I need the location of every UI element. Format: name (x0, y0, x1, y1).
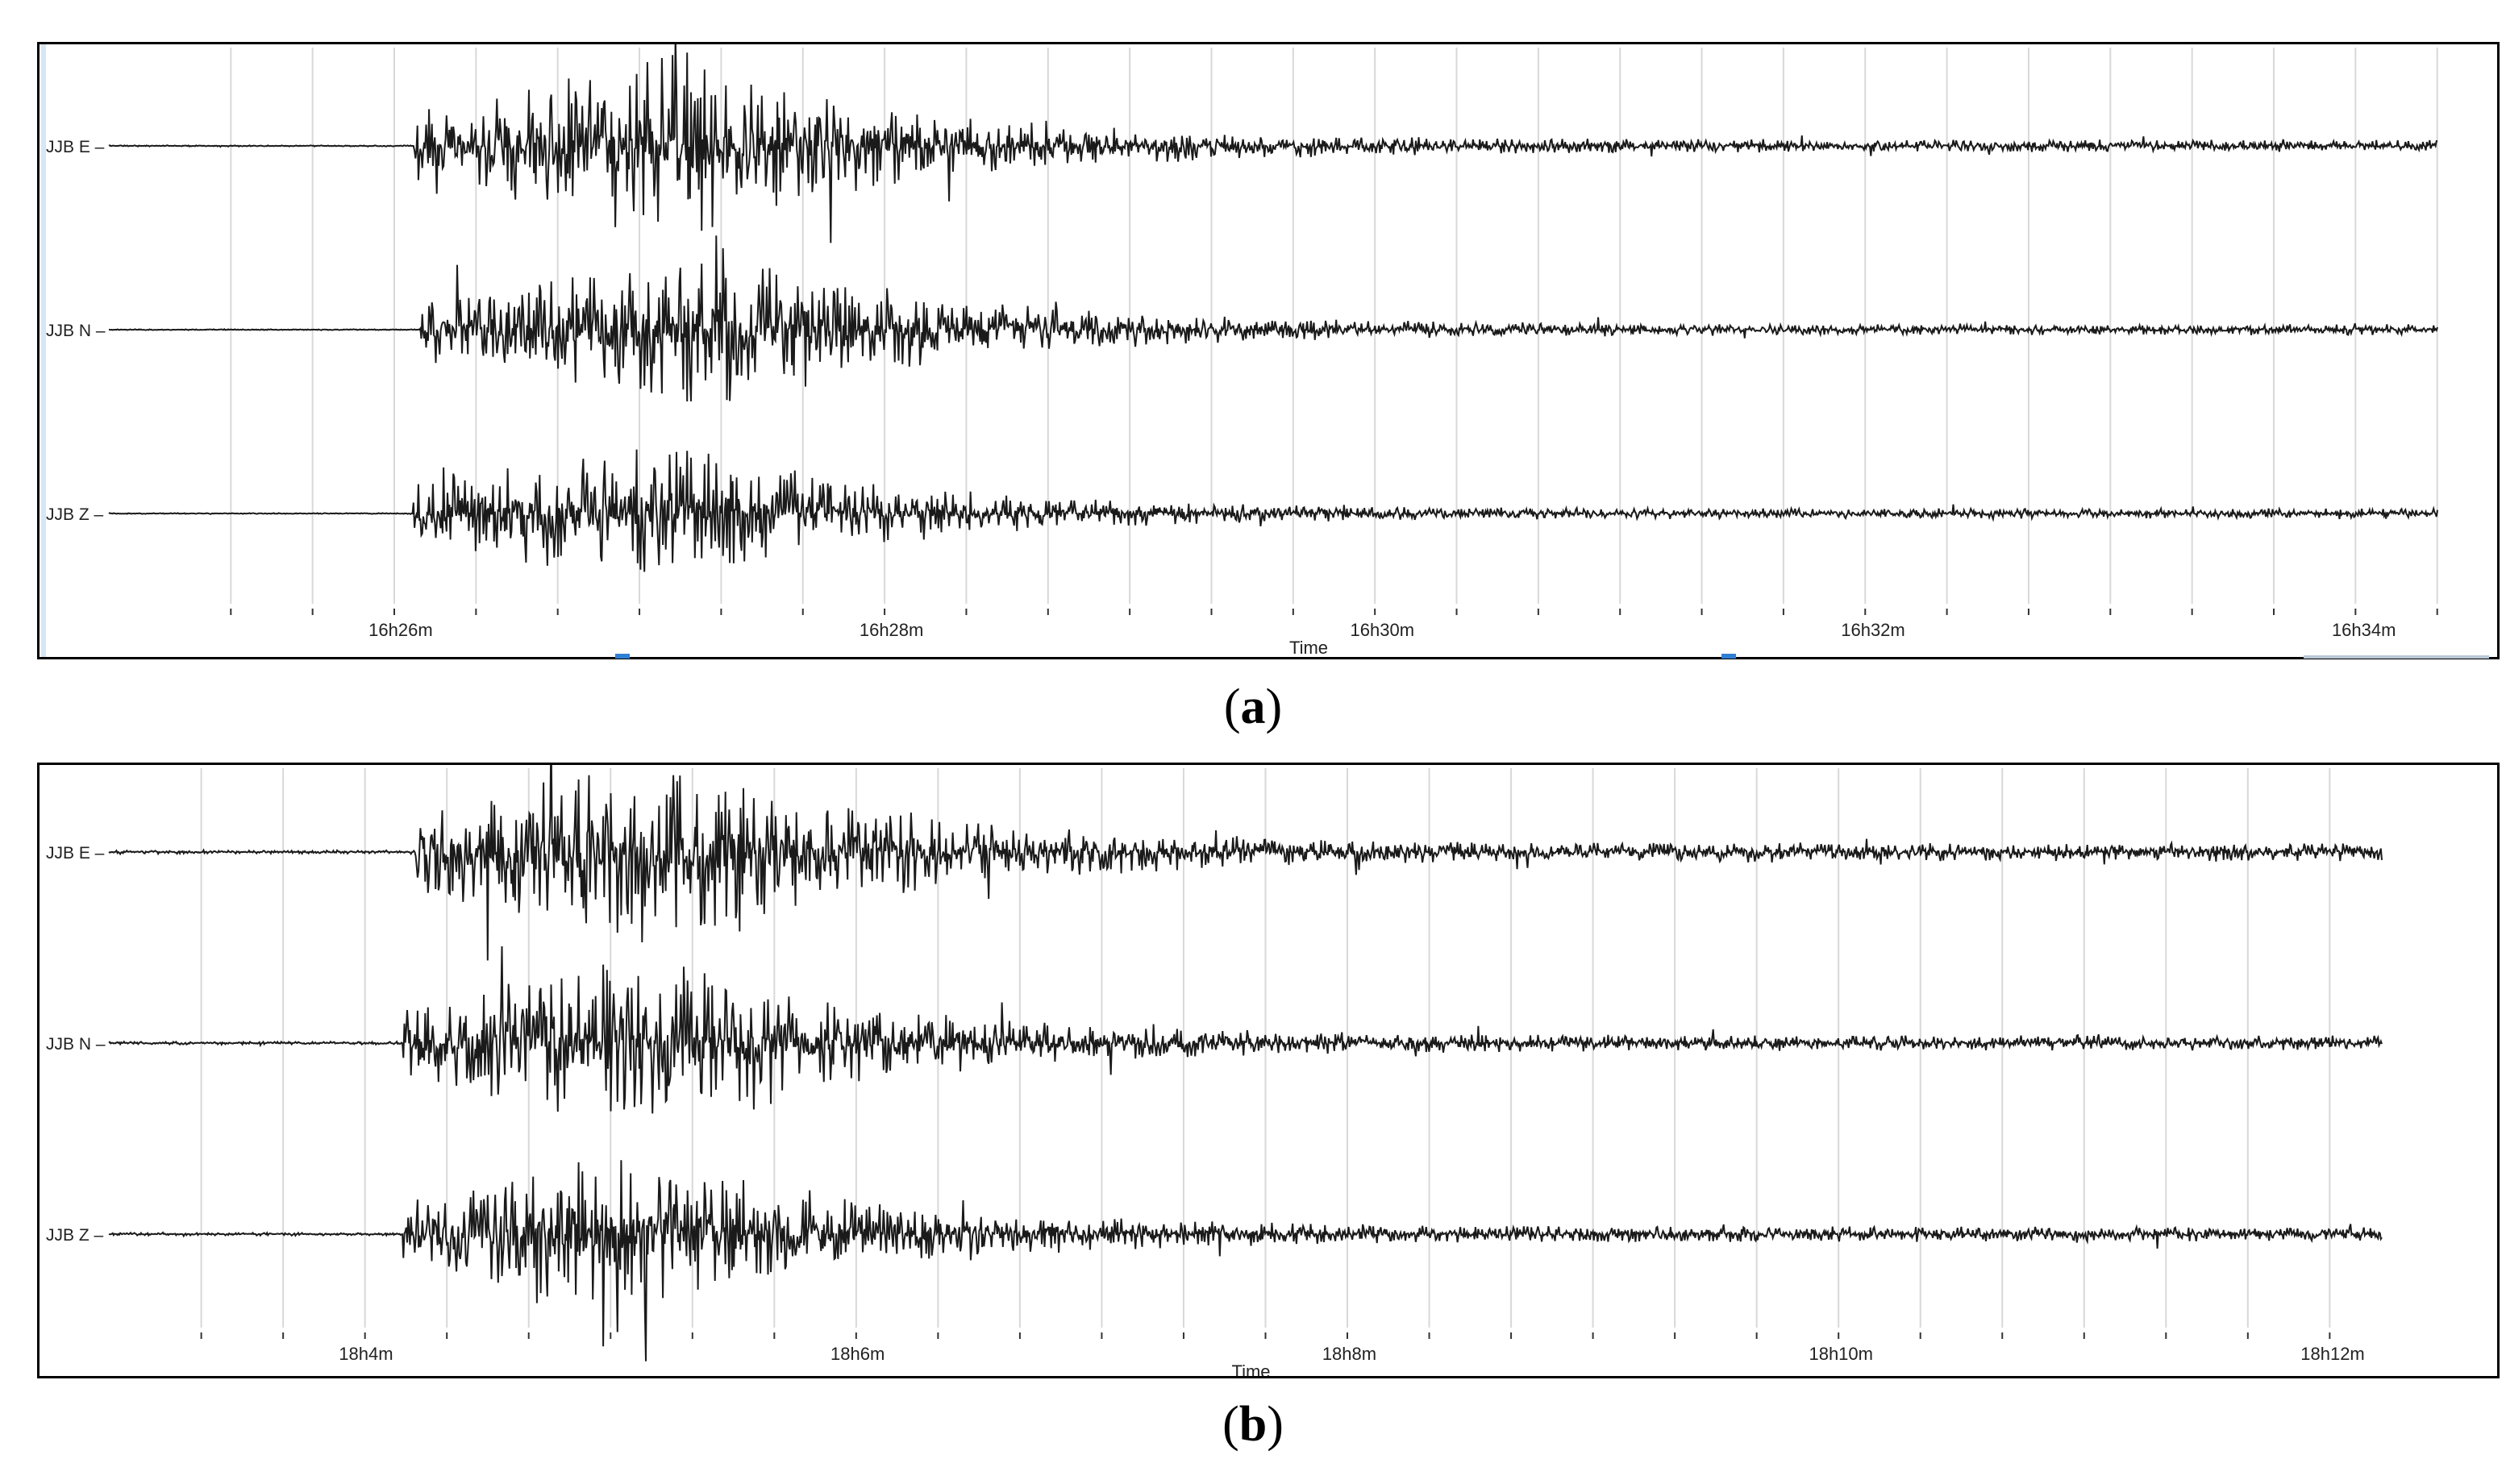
x-tick-label: 16h30m (1351, 620, 1415, 640)
seismic-trace (108, 44, 2438, 243)
caption-letter: a (1240, 680, 1266, 734)
trace-label: JJB N – (46, 322, 106, 340)
trace-label: JJB Z – (46, 505, 104, 524)
scrollbar-hint[interactable] (2304, 655, 2489, 659)
time-marker[interactable] (1721, 654, 1736, 659)
panel-edge-accent (41, 44, 46, 657)
trace-label: JJB Z – (46, 1226, 104, 1245)
caption-open-paren: ( (1222, 1397, 1239, 1452)
seismogram-panel-a: 16h26m 16h28m 16h30m 16h32m 16h34m Time JJB E … (37, 42, 2500, 659)
x-tick-label: 16h26m (368, 620, 433, 640)
caption-close-paren: ) (1267, 1397, 1284, 1452)
x-tick-label: 16h32m (1841, 620, 1905, 640)
x-tick-label: 18h12m (2300, 1344, 2365, 1364)
x-tick-label: 18h4m (339, 1344, 393, 1364)
trace-label: JJB N – (46, 1035, 106, 1054)
caption-letter: b (1238, 1397, 1268, 1452)
x-tick-label: 16h28m (860, 620, 924, 640)
x-tick-label: 16h34m (2332, 620, 2396, 640)
seismic-trace (108, 449, 2438, 572)
x-tick-label: 18h6m (830, 1344, 885, 1364)
seismogram-plot-a: 16h26m 16h28m 16h30m 16h32m 16h34m Time JJB E … (46, 44, 2438, 657)
panel-caption-b: (b) (0, 1396, 2506, 1453)
x-axis-label: Time (1289, 638, 1328, 657)
panel-caption-a: (a) (0, 679, 2506, 736)
seismogram-plot-b: 18h4m 18h6m 18h8m 18h10m 18h12m Time JJB E – JJ… (46, 765, 2383, 1376)
seismic-trace (108, 235, 2438, 402)
trace-label: JJB E – (46, 138, 105, 156)
seismogram-panel-b: 18h4m 18h6m 18h8m 18h10m 18h12m Time JJB E – JJ… (37, 763, 2500, 1378)
caption-open-paren: ( (1223, 680, 1241, 734)
seismic-trace (108, 946, 2383, 1114)
x-tick-label: 18h10m (1809, 1344, 1873, 1364)
seismic-trace (108, 1160, 2383, 1361)
time-marker[interactable] (615, 654, 630, 659)
trace-label: JJB E – (46, 844, 105, 863)
caption-close-paren: ) (1265, 680, 1283, 734)
x-tick-label: 18h8m (1322, 1344, 1376, 1364)
seismic-trace (108, 765, 2383, 961)
x-axis-label: Time (1231, 1361, 1270, 1376)
